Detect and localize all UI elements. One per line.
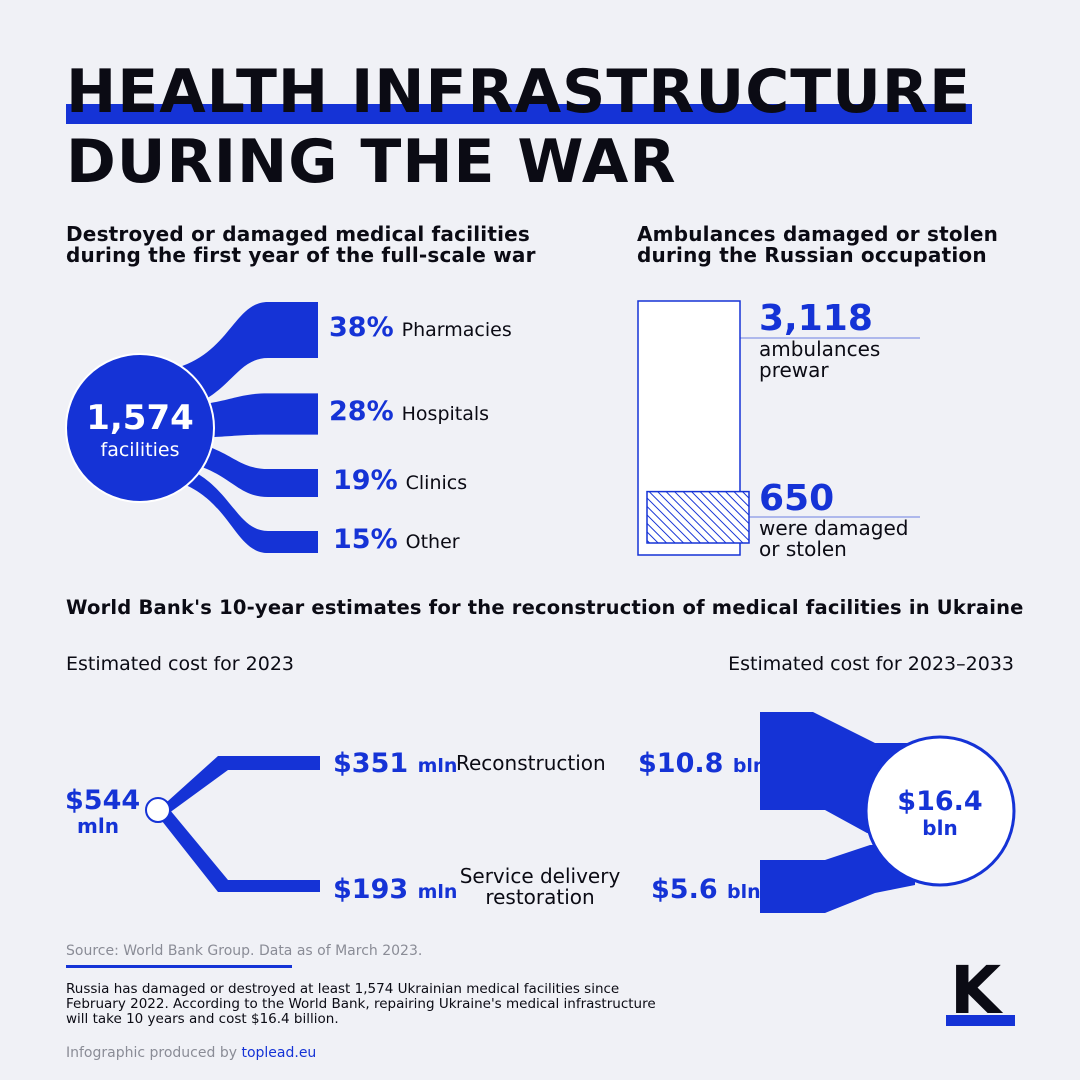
left-total-value: $544 (65, 785, 141, 816)
left-cost-title: Estimated cost for 2023 (66, 653, 294, 675)
facilities-pct-other: 15% (333, 524, 398, 555)
category-service-delivery: Service delivery restoration (450, 866, 630, 908)
page-title-line2: DURING THE WAR (66, 127, 677, 197)
reconstruction-branch-2023 (158, 756, 320, 816)
left-cost-tree (145, 756, 320, 892)
right-total-circle (864, 735, 1016, 887)
ambulance-prewar-label-line1: ambulances (759, 337, 881, 361)
facilities-label-hospitals: Hospitals (401, 403, 490, 425)
facilities-heading-line2: during the first year of the full-scale … (66, 243, 536, 267)
category-service-line1: Service delivery (459, 864, 621, 888)
facilities-pct-hospitals: 28% (329, 396, 394, 427)
facilities-heading: Destroyed or damaged medical facilities … (66, 224, 536, 266)
page-title-line1: HEALTH INFRASTRUCTURE (66, 57, 972, 127)
ambulance-damaged-label-line1: were damaged (759, 516, 909, 540)
ambulance-bar-chart (637, 300, 920, 556)
logo-bar (946, 1015, 1015, 1026)
facilities-pct-pharmacies: 38% (329, 312, 394, 343)
ambulance-prewar-label: ambulances prewar (759, 339, 880, 381)
left-total-unit: mln (77, 814, 119, 838)
ambulance-damaged-value: 650 (759, 478, 835, 519)
facilities-total-value: 1,574 (86, 398, 194, 438)
right-total-unit: bln (922, 816, 957, 840)
source-note: Source: World Bank Group. Data as of Mar… (66, 943, 423, 959)
service-branch-2023 (158, 804, 320, 892)
worldbank-heading: World Bank's 10-year estimates for the r… (66, 596, 1024, 619)
facilities-label-pharmacies: Pharmacies (401, 319, 512, 341)
source-underline (66, 965, 292, 968)
category-service-line2: restoration (485, 885, 595, 909)
ambulances-heading-line2: during the Russian occupation (637, 243, 987, 267)
ambulance-damaged-label-line2: or stolen (759, 537, 847, 561)
ambulances-heading: Ambulances damaged or stolen during the … (637, 224, 998, 266)
facilities-pct-clinics: 19% (333, 465, 398, 496)
logo-letter: K (950, 952, 1002, 1029)
service-2033-value: $5.6 bln (651, 874, 761, 905)
facilities-row-clinics: 19% Clinics (333, 465, 467, 496)
service-2023-value: $193 mln (333, 874, 458, 905)
facilities-heading-line1: Destroyed or damaged medical facilities (66, 222, 531, 246)
right-cost-title: Estimated cost for 2023–2033 (728, 653, 1014, 675)
facilities-row-hospitals: 28% Hospitals (329, 396, 489, 427)
facilities-label-clinics: Clinics (405, 472, 468, 494)
left-total: $544 mln (65, 785, 141, 838)
ambulance-prewar-value: 3,118 (759, 298, 873, 339)
reconstruction-2023-value: $351 mln (333, 748, 458, 779)
producer-credit: Infographic produced by toplead.eu (66, 1045, 316, 1061)
category-reconstruction: Reconstruction (456, 751, 606, 775)
right-total-value: $16.4 (897, 786, 982, 817)
facilities-row-other: 15% Other (333, 524, 460, 555)
facilities-row-pharmacies: 38% Pharmacies (329, 312, 512, 343)
ambulances-heading-line1: Ambulances damaged or stolen (637, 222, 999, 246)
facilities-total-label: facilities (101, 439, 180, 461)
left-origin-node (145, 797, 171, 823)
producer-prefix: Infographic produced by (66, 1045, 242, 1061)
ambulance-damaged-bar (646, 490, 750, 544)
producer-link[interactable]: toplead.eu (241, 1045, 317, 1061)
facilities-flow-chart: 1,574 facilities (65, 302, 318, 554)
facilities-label-other: Other (405, 531, 460, 553)
facilities-total-circle (65, 353, 215, 503)
right-cost-funnel: $16.4 bln (760, 712, 1016, 913)
ambulance-prewar-label-line2: prewar (759, 358, 829, 382)
title-underline (66, 104, 972, 124)
reconstruction-2033-value: $10.8 bln (638, 748, 767, 779)
ambulance-damaged-label: were damaged or stolen (759, 518, 909, 560)
footnote: Russia has damaged or destroyed at least… (66, 981, 656, 1027)
service-branch-2033 (760, 845, 915, 913)
